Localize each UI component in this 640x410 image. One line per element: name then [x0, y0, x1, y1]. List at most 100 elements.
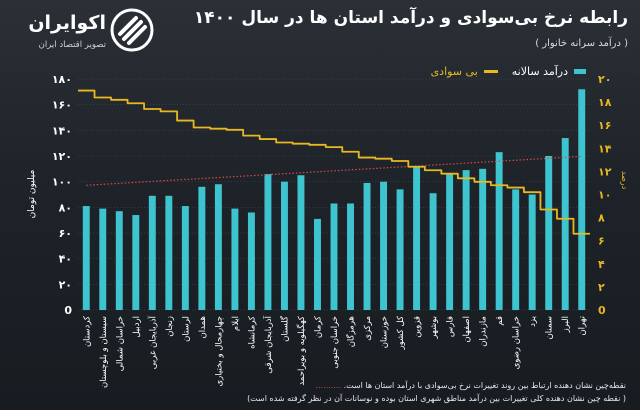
- data-bar: [99, 208, 107, 310]
- category-label: ایلام: [231, 316, 241, 331]
- left-tick-label: ۱۸۰: [52, 73, 72, 86]
- category-label: مازندران: [479, 316, 489, 347]
- line-point: [564, 217, 567, 220]
- line-point: [481, 180, 484, 183]
- data-bar: [462, 170, 470, 310]
- category-label: کردستان: [82, 315, 92, 347]
- line-point: [101, 96, 104, 99]
- category-label: آذربایجان غربی: [146, 315, 158, 369]
- left-tick-label: ۶۰: [59, 227, 72, 240]
- legend-bar-swatch: [574, 68, 586, 74]
- category-label: خراسان جنوبی: [330, 316, 340, 369]
- right-tick-label: ۲: [598, 281, 605, 294]
- category-label: قم: [495, 316, 505, 326]
- category-label: هرمزگان: [346, 316, 357, 347]
- data-bar: [429, 193, 437, 310]
- right-tick-label: ۶: [598, 235, 605, 248]
- chart-title: رابطه نرخ بی‌سوادی و درآمد استان ها در س…: [193, 8, 628, 28]
- brand-logo: اکوایران تصویر اقتصاد ایران: [10, 8, 160, 60]
- trend-line: [86, 155, 582, 186]
- right-tick-label: ۱۰: [598, 189, 611, 202]
- data-bar: [347, 203, 354, 310]
- left-tick-label: 0: [64, 304, 72, 317]
- footnote-range: ( نقطه چین نشان دهنده کلی تغییرات بین در…: [247, 394, 626, 403]
- right-tick-label: 0: [598, 304, 606, 317]
- data-bar: [231, 208, 239, 310]
- data-bar: [380, 181, 388, 310]
- right-axis-title: درصد: [620, 171, 629, 190]
- right-tick-label: ۲۰: [598, 73, 611, 86]
- line-point: [465, 177, 467, 180]
- line-point: [382, 157, 385, 160]
- left-tick-label: ۱۲۰: [52, 150, 72, 163]
- line-point: [118, 98, 121, 101]
- line-point: [135, 102, 137, 105]
- category-label: آذربایجان شرقی: [262, 315, 274, 373]
- data-bar: [264, 173, 272, 310]
- data-bar: [561, 138, 569, 310]
- line-point: [184, 119, 187, 122]
- category-label: سمنان: [545, 316, 555, 339]
- data-bar: [578, 89, 586, 311]
- data-bar: [198, 186, 206, 310]
- line-point: [85, 89, 88, 92]
- chart-subtitle: ( درآمد سرانه خانوار ): [535, 38, 628, 49]
- category-label: کرمانشاه: [247, 315, 257, 349]
- data-bar: [297, 175, 305, 310]
- data-bar: [330, 203, 338, 310]
- data-bar: [495, 152, 503, 310]
- data-bar: [446, 173, 454, 310]
- chart-legend: درآمد سالانه بی سوادی: [431, 63, 586, 79]
- data-bar: [280, 181, 288, 310]
- category-label: خراسان شمالی: [115, 316, 125, 371]
- left-tick-label: ۱۴۰: [52, 124, 72, 137]
- data-bar: [165, 195, 173, 310]
- legend-bar-label: درآمد سالانه: [511, 64, 568, 78]
- line-point: [234, 129, 236, 131]
- line-point: [250, 134, 253, 137]
- category-label: کل کشور: [396, 315, 406, 350]
- line-point: [399, 160, 401, 162]
- data-bar: [363, 182, 371, 310]
- data-bar: [512, 189, 520, 310]
- category-label: مرکزی: [363, 316, 373, 341]
- category-label: کهگیلویه و بویراحمد: [296, 315, 307, 386]
- data-bar: [314, 218, 321, 310]
- category-label: لرستان: [181, 316, 191, 342]
- left-tick-label: ۸۰: [59, 201, 72, 214]
- line-point: [432, 169, 434, 172]
- data-bar: [413, 166, 421, 310]
- category-label: سیستان و بلوچستان: [99, 316, 109, 388]
- category-label: تهران: [578, 315, 588, 335]
- line-point: [415, 165, 418, 168]
- category-label: خراسان رضوی: [512, 316, 522, 369]
- category-label: گلستان: [279, 315, 290, 342]
- legend-line-label: بی سوادی: [430, 64, 478, 78]
- legend-line-swatch: [483, 69, 498, 73]
- data-bar: [148, 195, 156, 310]
- line-point: [531, 191, 533, 193]
- category-label: همدان: [198, 316, 208, 338]
- category-label: بوشهر: [429, 316, 439, 340]
- right-tick-label: ۸: [598, 212, 605, 225]
- trend-marker-icon: ..........: [315, 381, 342, 390]
- line-point: [349, 150, 352, 153]
- line-point: [333, 146, 335, 148]
- line-point: [448, 172, 451, 175]
- category-label: اردبیل: [132, 316, 142, 338]
- data-bar: [82, 206, 90, 310]
- category-label: یزد: [528, 315, 538, 326]
- right-tick-label: ۱۶: [598, 119, 611, 132]
- data-bar: [545, 156, 553, 310]
- line-point: [151, 108, 154, 110]
- line-point: [201, 126, 203, 129]
- line-point: [168, 110, 170, 113]
- right-tick-label: ۱۴: [598, 142, 612, 155]
- category-label: زنجان: [165, 316, 175, 337]
- category-label: فارس: [446, 316, 456, 337]
- line-point: [267, 138, 269, 140]
- brand-name: اکوایران: [28, 12, 106, 34]
- line-point: [217, 127, 220, 130]
- category-label: چهارمحال و بختیاری: [214, 316, 224, 387]
